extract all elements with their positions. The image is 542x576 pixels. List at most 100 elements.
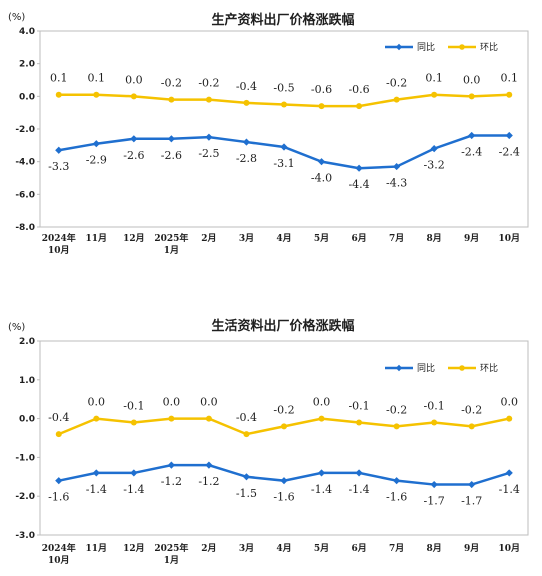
y-tick-label: -3.0	[15, 531, 35, 541]
data-point-marker	[92, 469, 100, 477]
data-label: -2.6	[123, 149, 144, 162]
data-point-marker	[167, 461, 175, 469]
data-label: -0.5	[273, 82, 294, 95]
x-tick-label: 9月	[464, 233, 479, 244]
data-point-marker	[242, 138, 251, 146]
data-point-marker	[93, 91, 100, 98]
y-axis-unit-label: (%)	[8, 12, 25, 23]
data-label: -1.2	[161, 475, 182, 488]
y-axis-unit-label: (%)	[8, 322, 25, 333]
chart-title: 生活资料出厂价格涨跌幅	[211, 318, 354, 334]
data-point-marker	[281, 101, 287, 108]
data-point-marker	[92, 140, 100, 148]
data-point-marker	[281, 423, 287, 430]
data-label: -4.0	[311, 172, 332, 185]
data-point-marker	[355, 469, 363, 477]
x-tick-label: 7月	[389, 543, 404, 554]
data-label: -0.1	[424, 399, 445, 412]
data-label: -4.3	[386, 177, 407, 190]
x-tick-label: 1月	[164, 245, 179, 256]
data-label: -1.2	[198, 475, 219, 488]
x-tick-label: 2月	[201, 543, 216, 554]
x-tick-label: 6月	[351, 233, 366, 244]
data-label: -1.5	[236, 487, 257, 500]
data-point-marker	[393, 423, 400, 430]
y-tick-label: -2.0	[15, 492, 35, 502]
data-point-marker	[393, 477, 401, 485]
data-point-marker	[167, 135, 175, 143]
y-tick-label: 2.0	[19, 337, 35, 347]
legend-marker	[459, 365, 465, 371]
data-label: -2.4	[499, 146, 520, 159]
data-label: 0.1	[425, 72, 443, 85]
data-label: 0.0	[313, 396, 331, 409]
data-label: -0.4	[236, 80, 257, 93]
data-point-marker	[506, 415, 513, 422]
y-tick-label: 1.0	[19, 376, 35, 386]
y-tick-label: -4.0	[15, 158, 35, 168]
x-tick-label: 8月	[427, 543, 442, 554]
data-label: -0.1	[348, 399, 369, 412]
data-label: -2.4	[461, 146, 482, 159]
data-label: -3.3	[48, 160, 69, 173]
legend-label: 同比	[417, 41, 435, 53]
y-tick-label: 4.0	[19, 27, 35, 37]
data-point-marker	[130, 419, 137, 426]
data-label: -3.1	[273, 157, 294, 170]
data-label: -1.4	[86, 483, 107, 496]
x-tick-label: 11月	[86, 233, 108, 244]
data-label: -1.6	[48, 491, 69, 504]
data-label: 0.1	[50, 72, 68, 85]
x-tick-label: 10月	[48, 555, 70, 566]
data-point-marker	[205, 133, 213, 141]
data-point-marker	[431, 419, 438, 426]
data-label: -1.4	[123, 483, 144, 496]
data-point-marker	[168, 96, 175, 103]
x-tick-label: 5月	[314, 233, 329, 244]
data-label: -1.4	[499, 483, 520, 496]
data-point-marker	[205, 461, 213, 469]
data-point-marker	[243, 99, 250, 106]
data-label: -0.6	[348, 83, 369, 96]
data-point-marker	[468, 93, 475, 100]
data-point-marker	[318, 103, 325, 110]
legend-label: 同比	[417, 362, 435, 374]
data-point-marker	[431, 91, 438, 98]
y-tick-label: -1.0	[15, 453, 35, 463]
data-label: -1.7	[461, 495, 482, 508]
data-label: 0.0	[500, 396, 518, 409]
data-point-marker	[55, 146, 63, 154]
data-point-marker	[506, 91, 513, 98]
plot-area-frame	[39, 340, 529, 536]
data-point-marker	[505, 131, 513, 140]
data-label: 0.1	[500, 72, 518, 85]
data-point-marker	[430, 480, 438, 489]
data-point-marker	[243, 431, 250, 438]
data-label: 0.0	[125, 73, 143, 86]
y-tick-label: -6.0	[15, 190, 35, 200]
data-point-marker	[468, 480, 476, 489]
x-tick-label: 2024年	[42, 542, 76, 554]
data-label: -0.2	[386, 403, 407, 416]
data-label: -0.6	[311, 83, 332, 96]
y-tick-label: -8.0	[15, 223, 35, 233]
data-label: -0.2	[386, 77, 407, 90]
data-point-marker	[93, 415, 100, 422]
x-tick-label: 2025年	[154, 232, 188, 244]
data-point-marker	[242, 473, 251, 481]
data-label: -0.1	[123, 399, 144, 412]
legend-marker	[395, 364, 403, 372]
data-point-marker	[55, 431, 62, 438]
x-tick-label: 10月	[498, 543, 520, 554]
data-label: 0.0	[200, 396, 218, 409]
data-label: -0.2	[461, 403, 482, 416]
data-point-marker	[318, 415, 325, 422]
x-tick-label: 12月	[123, 233, 145, 244]
x-tick-label: 11月	[86, 543, 108, 554]
data-label: 0.0	[463, 73, 481, 86]
data-point-marker	[505, 469, 513, 477]
data-point-marker	[356, 103, 363, 110]
x-tick-label: 5月	[314, 543, 329, 554]
data-label: -1.4	[348, 483, 369, 496]
data-point-marker	[130, 469, 138, 477]
